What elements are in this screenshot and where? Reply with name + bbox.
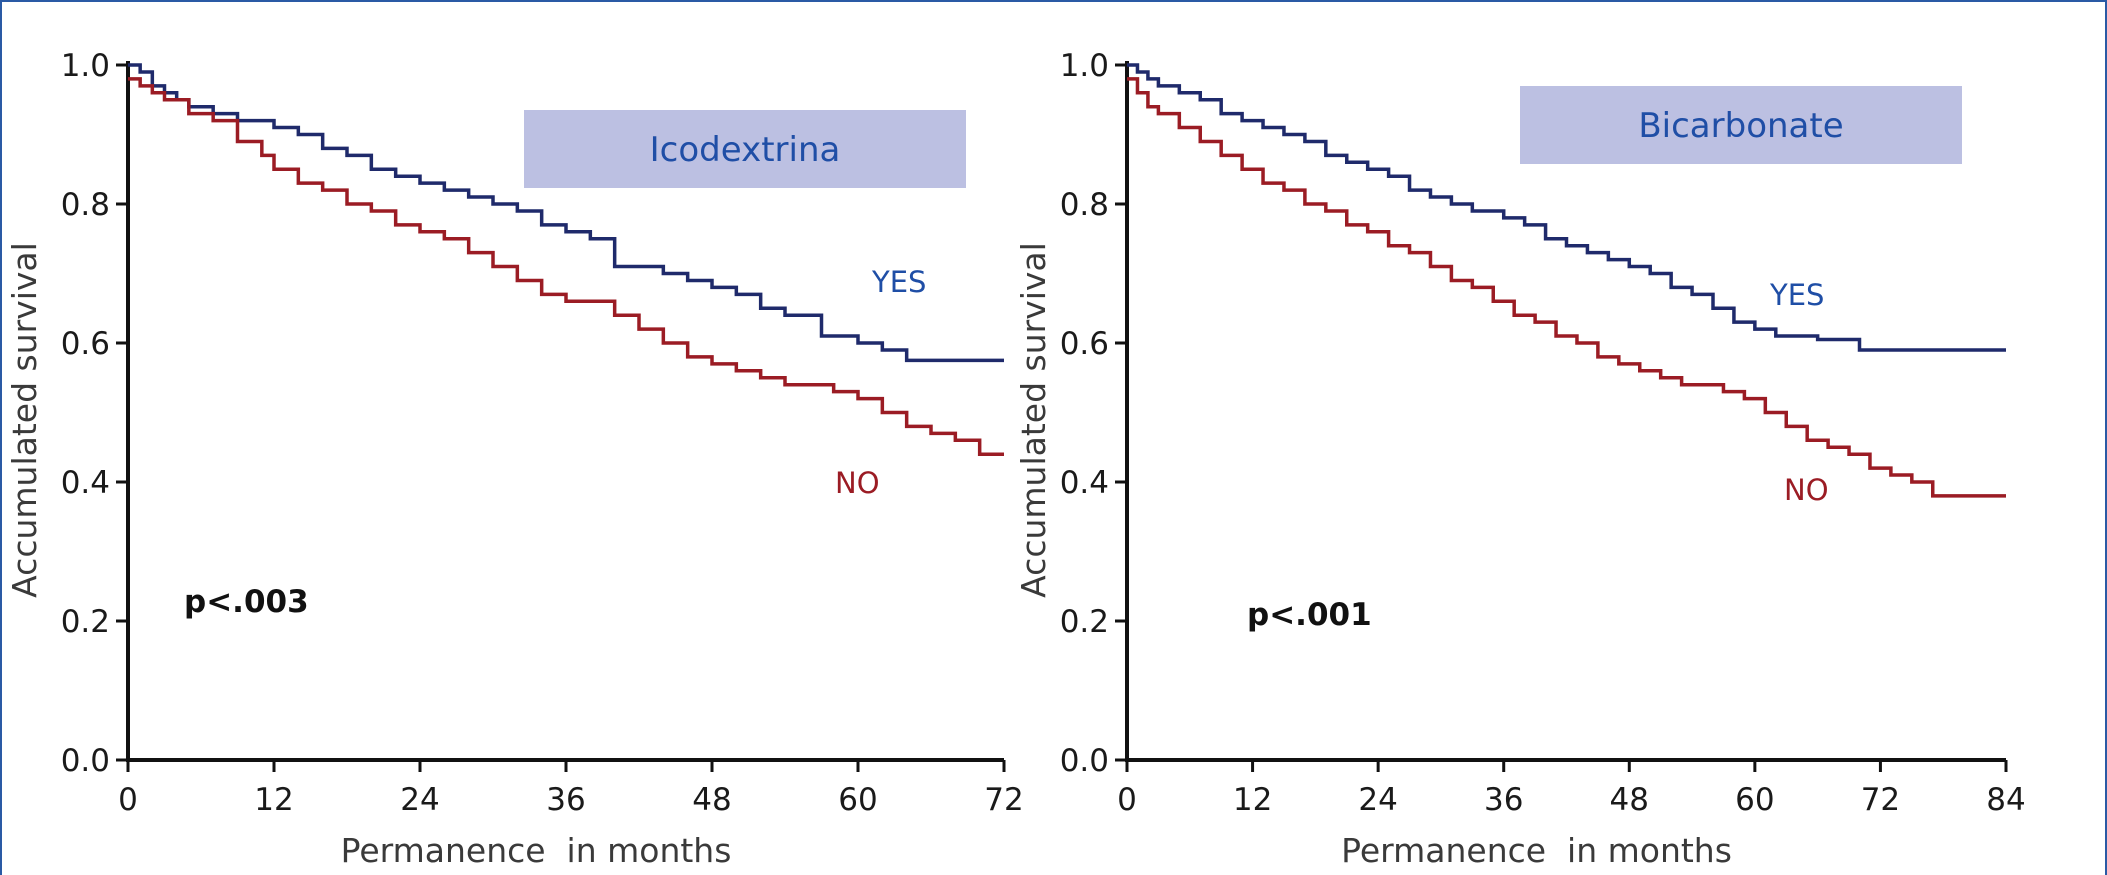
chart-title: Icodextrina (650, 130, 841, 170)
chart-panel-bicarbonate: 0 12 24 36 48 60 72 84 0.0 0.2 0.4 0.6 0.8 1.0 Permane… (1014, 48, 2026, 870)
x-tick-label: 84 (1986, 782, 2025, 818)
y-axis-title: Accumulated survival (1014, 242, 1053, 598)
y-axis-title: Accumulated survival (5, 242, 44, 598)
y-tick-label: 0.8 (61, 187, 110, 223)
y-tick-label: 0.0 (61, 743, 110, 779)
series-line-no (1127, 77, 2006, 498)
title-box (1520, 86, 1962, 164)
title-box (524, 110, 966, 188)
x-tick-label: 12 (1233, 782, 1272, 818)
x-tick-label: 48 (692, 782, 731, 818)
x-tick-label: 0 (118, 782, 138, 818)
x-tick-label: 24 (400, 782, 439, 818)
y-tick-label: 0.4 (61, 465, 110, 501)
chart-title: Bicarbonate (1638, 106, 1843, 146)
x-tick-label: 12 (254, 782, 293, 818)
p-value: p<.001 (1247, 597, 1372, 633)
y-tick-label: 1.0 (61, 48, 110, 84)
x-axis-title: Permanence in months (1341, 831, 1732, 870)
y-tick-label: 1.0 (1060, 48, 1109, 84)
y-tick-label: 0.0 (1060, 743, 1109, 779)
series-label-yes: YES (871, 265, 926, 299)
y-tick-label: 0.2 (61, 604, 110, 640)
series-line-no (128, 77, 1004, 456)
x-tick-label: 0 (1117, 782, 1137, 818)
chart-panel-icodextrina: 0 12 24 36 48 60 72 0.0 0.2 0.4 0.6 0.8 1.0 Permanenc… (5, 48, 1024, 870)
x-tick-label: 36 (546, 782, 585, 818)
x-tick-label: 24 (1358, 782, 1397, 818)
y-tick-label: 0.8 (1060, 187, 1109, 223)
p-value: p<.003 (184, 584, 309, 620)
y-tick-label: 0.6 (61, 326, 110, 362)
series-line-yes (1127, 63, 2006, 352)
series-line-yes (128, 63, 1004, 363)
x-tick-label: 60 (838, 782, 877, 818)
x-tick-label: 36 (1484, 782, 1523, 818)
series-label-yes: YES (1769, 278, 1824, 312)
x-tick-label: 48 (1610, 782, 1649, 818)
series-label-no: NO (835, 466, 880, 500)
x-tick-label: 60 (1735, 782, 1774, 818)
x-tick-label: 72 (1861, 782, 1900, 818)
x-axis-title: Permanence in months (341, 831, 732, 870)
y-tick-label: 0.2 (1060, 604, 1109, 640)
x-tick-label: 72 (984, 782, 1023, 818)
series-label-no: NO (1784, 473, 1829, 507)
y-tick-label: 0.4 (1060, 465, 1109, 501)
y-tick-label: 0.6 (1060, 326, 1109, 362)
